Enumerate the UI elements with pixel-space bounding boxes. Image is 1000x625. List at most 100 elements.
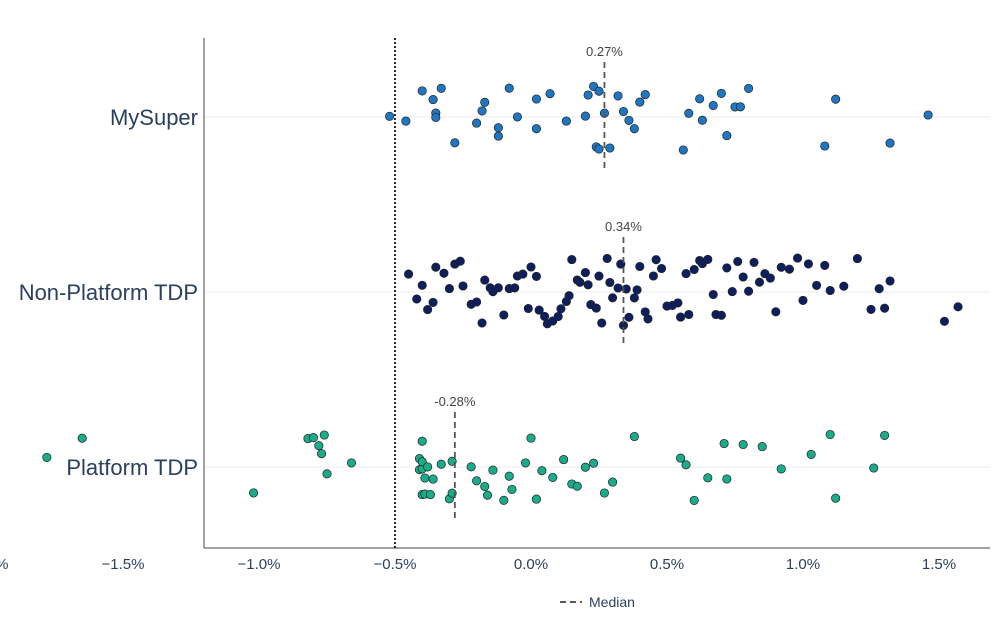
data-point bbox=[431, 112, 441, 122]
data-point bbox=[504, 471, 514, 481]
median-label: -0.28% bbox=[434, 394, 476, 409]
legend[interactable]: Median bbox=[560, 594, 635, 610]
data-point bbox=[923, 110, 933, 120]
data-point bbox=[466, 462, 476, 472]
data-point bbox=[880, 303, 890, 313]
category-labels: MySuper Non-Platform TDP Platform TDP bbox=[19, 105, 198, 480]
data-point bbox=[317, 449, 327, 459]
data-point bbox=[553, 311, 563, 322]
data-point bbox=[716, 310, 726, 320]
data-point bbox=[684, 108, 694, 118]
data-point bbox=[869, 463, 879, 473]
data-point bbox=[605, 277, 615, 288]
data-point bbox=[472, 476, 482, 486]
data-point bbox=[885, 276, 895, 286]
data-point bbox=[629, 124, 639, 134]
data-point bbox=[493, 131, 503, 141]
data-point bbox=[722, 474, 732, 484]
data-point bbox=[507, 484, 517, 494]
data-point bbox=[640, 90, 650, 100]
data-point bbox=[439, 268, 449, 278]
data-point bbox=[749, 257, 759, 267]
data-point bbox=[534, 305, 544, 315]
data-point bbox=[673, 298, 683, 308]
data-point bbox=[480, 481, 490, 492]
data-point bbox=[423, 305, 433, 315]
data-point bbox=[703, 254, 713, 264]
data-point bbox=[531, 271, 541, 281]
data-point bbox=[417, 457, 427, 467]
x-tick-label: 0.5% bbox=[650, 556, 684, 573]
data-points bbox=[42, 81, 963, 505]
data-point bbox=[518, 269, 528, 279]
data-point bbox=[738, 439, 748, 450]
data-point bbox=[450, 138, 460, 148]
data-point bbox=[806, 449, 816, 459]
data-point bbox=[322, 469, 332, 479]
x-tick-label: −1.0% bbox=[238, 556, 281, 573]
data-point bbox=[885, 138, 895, 148]
data-point bbox=[643, 314, 653, 324]
data-point bbox=[580, 111, 590, 121]
data-point bbox=[765, 273, 775, 283]
data-point bbox=[608, 293, 618, 303]
data-point bbox=[733, 256, 743, 267]
data-point bbox=[314, 441, 324, 451]
data-point bbox=[510, 283, 520, 293]
data-point bbox=[594, 144, 604, 154]
data-point bbox=[635, 97, 645, 107]
data-point bbox=[771, 307, 781, 317]
data-point bbox=[504, 83, 514, 93]
data-point bbox=[458, 281, 468, 291]
data-point bbox=[589, 458, 599, 468]
data-point bbox=[556, 304, 566, 314]
data-point bbox=[77, 433, 87, 443]
data-point bbox=[583, 90, 593, 100]
data-point bbox=[594, 271, 604, 281]
data-point bbox=[676, 453, 686, 463]
data-point bbox=[512, 112, 522, 122]
data-point bbox=[477, 106, 487, 116]
data-point bbox=[716, 88, 726, 98]
data-point bbox=[548, 472, 558, 482]
data-point bbox=[722, 263, 732, 273]
data-point bbox=[526, 262, 536, 272]
data-point bbox=[472, 118, 482, 128]
data-point bbox=[676, 312, 686, 322]
data-point bbox=[784, 264, 794, 274]
category-label: Non-Platform TDP bbox=[19, 280, 198, 305]
data-point bbox=[526, 433, 536, 443]
data-point bbox=[346, 458, 357, 468]
data-point bbox=[417, 86, 427, 96]
data-point bbox=[727, 287, 737, 297]
data-point bbox=[681, 460, 691, 470]
data-point bbox=[776, 464, 786, 474]
data-point bbox=[545, 89, 555, 99]
data-point bbox=[629, 431, 639, 442]
data-point bbox=[412, 294, 422, 304]
data-point bbox=[602, 253, 612, 264]
data-point bbox=[308, 433, 318, 443]
data-point bbox=[648, 271, 658, 281]
data-point bbox=[624, 115, 634, 125]
data-point bbox=[436, 459, 446, 469]
data-point bbox=[572, 481, 582, 491]
x-tick-label: 1.0% bbox=[786, 556, 820, 573]
data-point bbox=[839, 281, 849, 291]
data-point bbox=[735, 102, 745, 112]
data-point bbox=[531, 494, 541, 504]
data-point bbox=[417, 280, 427, 290]
category-label: Platform TDP bbox=[66, 455, 198, 480]
data-point bbox=[564, 291, 574, 301]
data-point bbox=[599, 488, 609, 498]
data-point bbox=[444, 284, 454, 294]
data-point bbox=[423, 462, 433, 472]
x-tick-labels: −2.0%−1.5%−1.0%−0.5%0.0%0.5%1.0%1.5%2.0%… bbox=[0, 556, 956, 573]
data-point bbox=[531, 124, 541, 134]
data-point bbox=[428, 474, 438, 484]
x-tick-label: −1.5% bbox=[102, 556, 145, 573]
data-point bbox=[537, 466, 547, 476]
x-tick-label: −0.5% bbox=[374, 556, 417, 573]
data-point bbox=[559, 455, 569, 465]
data-point bbox=[825, 285, 835, 296]
